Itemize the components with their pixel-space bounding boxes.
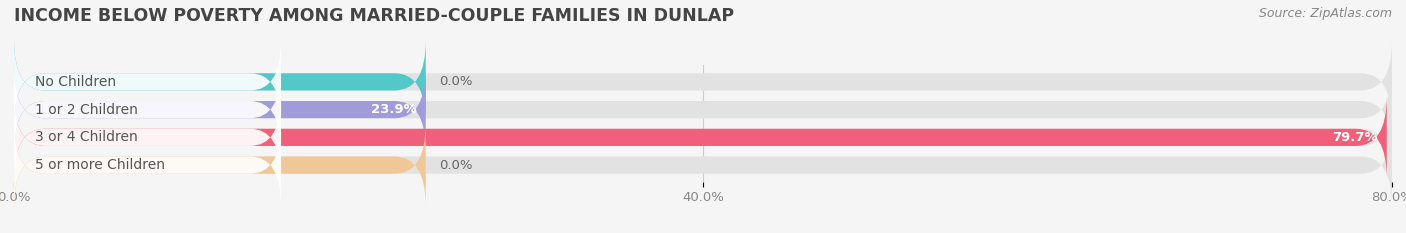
FancyBboxPatch shape xyxy=(14,96,1392,179)
FancyBboxPatch shape xyxy=(14,96,281,179)
Text: 0.0%: 0.0% xyxy=(440,159,472,171)
Text: Source: ZipAtlas.com: Source: ZipAtlas.com xyxy=(1258,7,1392,20)
Text: 5 or more Children: 5 or more Children xyxy=(35,158,165,172)
FancyBboxPatch shape xyxy=(14,124,1392,206)
FancyBboxPatch shape xyxy=(14,68,281,151)
FancyBboxPatch shape xyxy=(14,68,1392,151)
Text: 79.7%: 79.7% xyxy=(1333,131,1378,144)
Text: 3 or 4 Children: 3 or 4 Children xyxy=(35,130,138,144)
FancyBboxPatch shape xyxy=(14,124,426,206)
Text: 23.9%: 23.9% xyxy=(371,103,418,116)
FancyBboxPatch shape xyxy=(14,96,1386,179)
Text: 0.0%: 0.0% xyxy=(440,75,472,88)
FancyBboxPatch shape xyxy=(14,124,281,206)
Text: INCOME BELOW POVERTY AMONG MARRIED-COUPLE FAMILIES IN DUNLAP: INCOME BELOW POVERTY AMONG MARRIED-COUPL… xyxy=(14,7,734,25)
FancyBboxPatch shape xyxy=(14,68,426,151)
FancyBboxPatch shape xyxy=(14,41,1392,123)
Text: No Children: No Children xyxy=(35,75,115,89)
Text: 1 or 2 Children: 1 or 2 Children xyxy=(35,103,138,117)
FancyBboxPatch shape xyxy=(14,41,281,123)
FancyBboxPatch shape xyxy=(14,41,426,123)
